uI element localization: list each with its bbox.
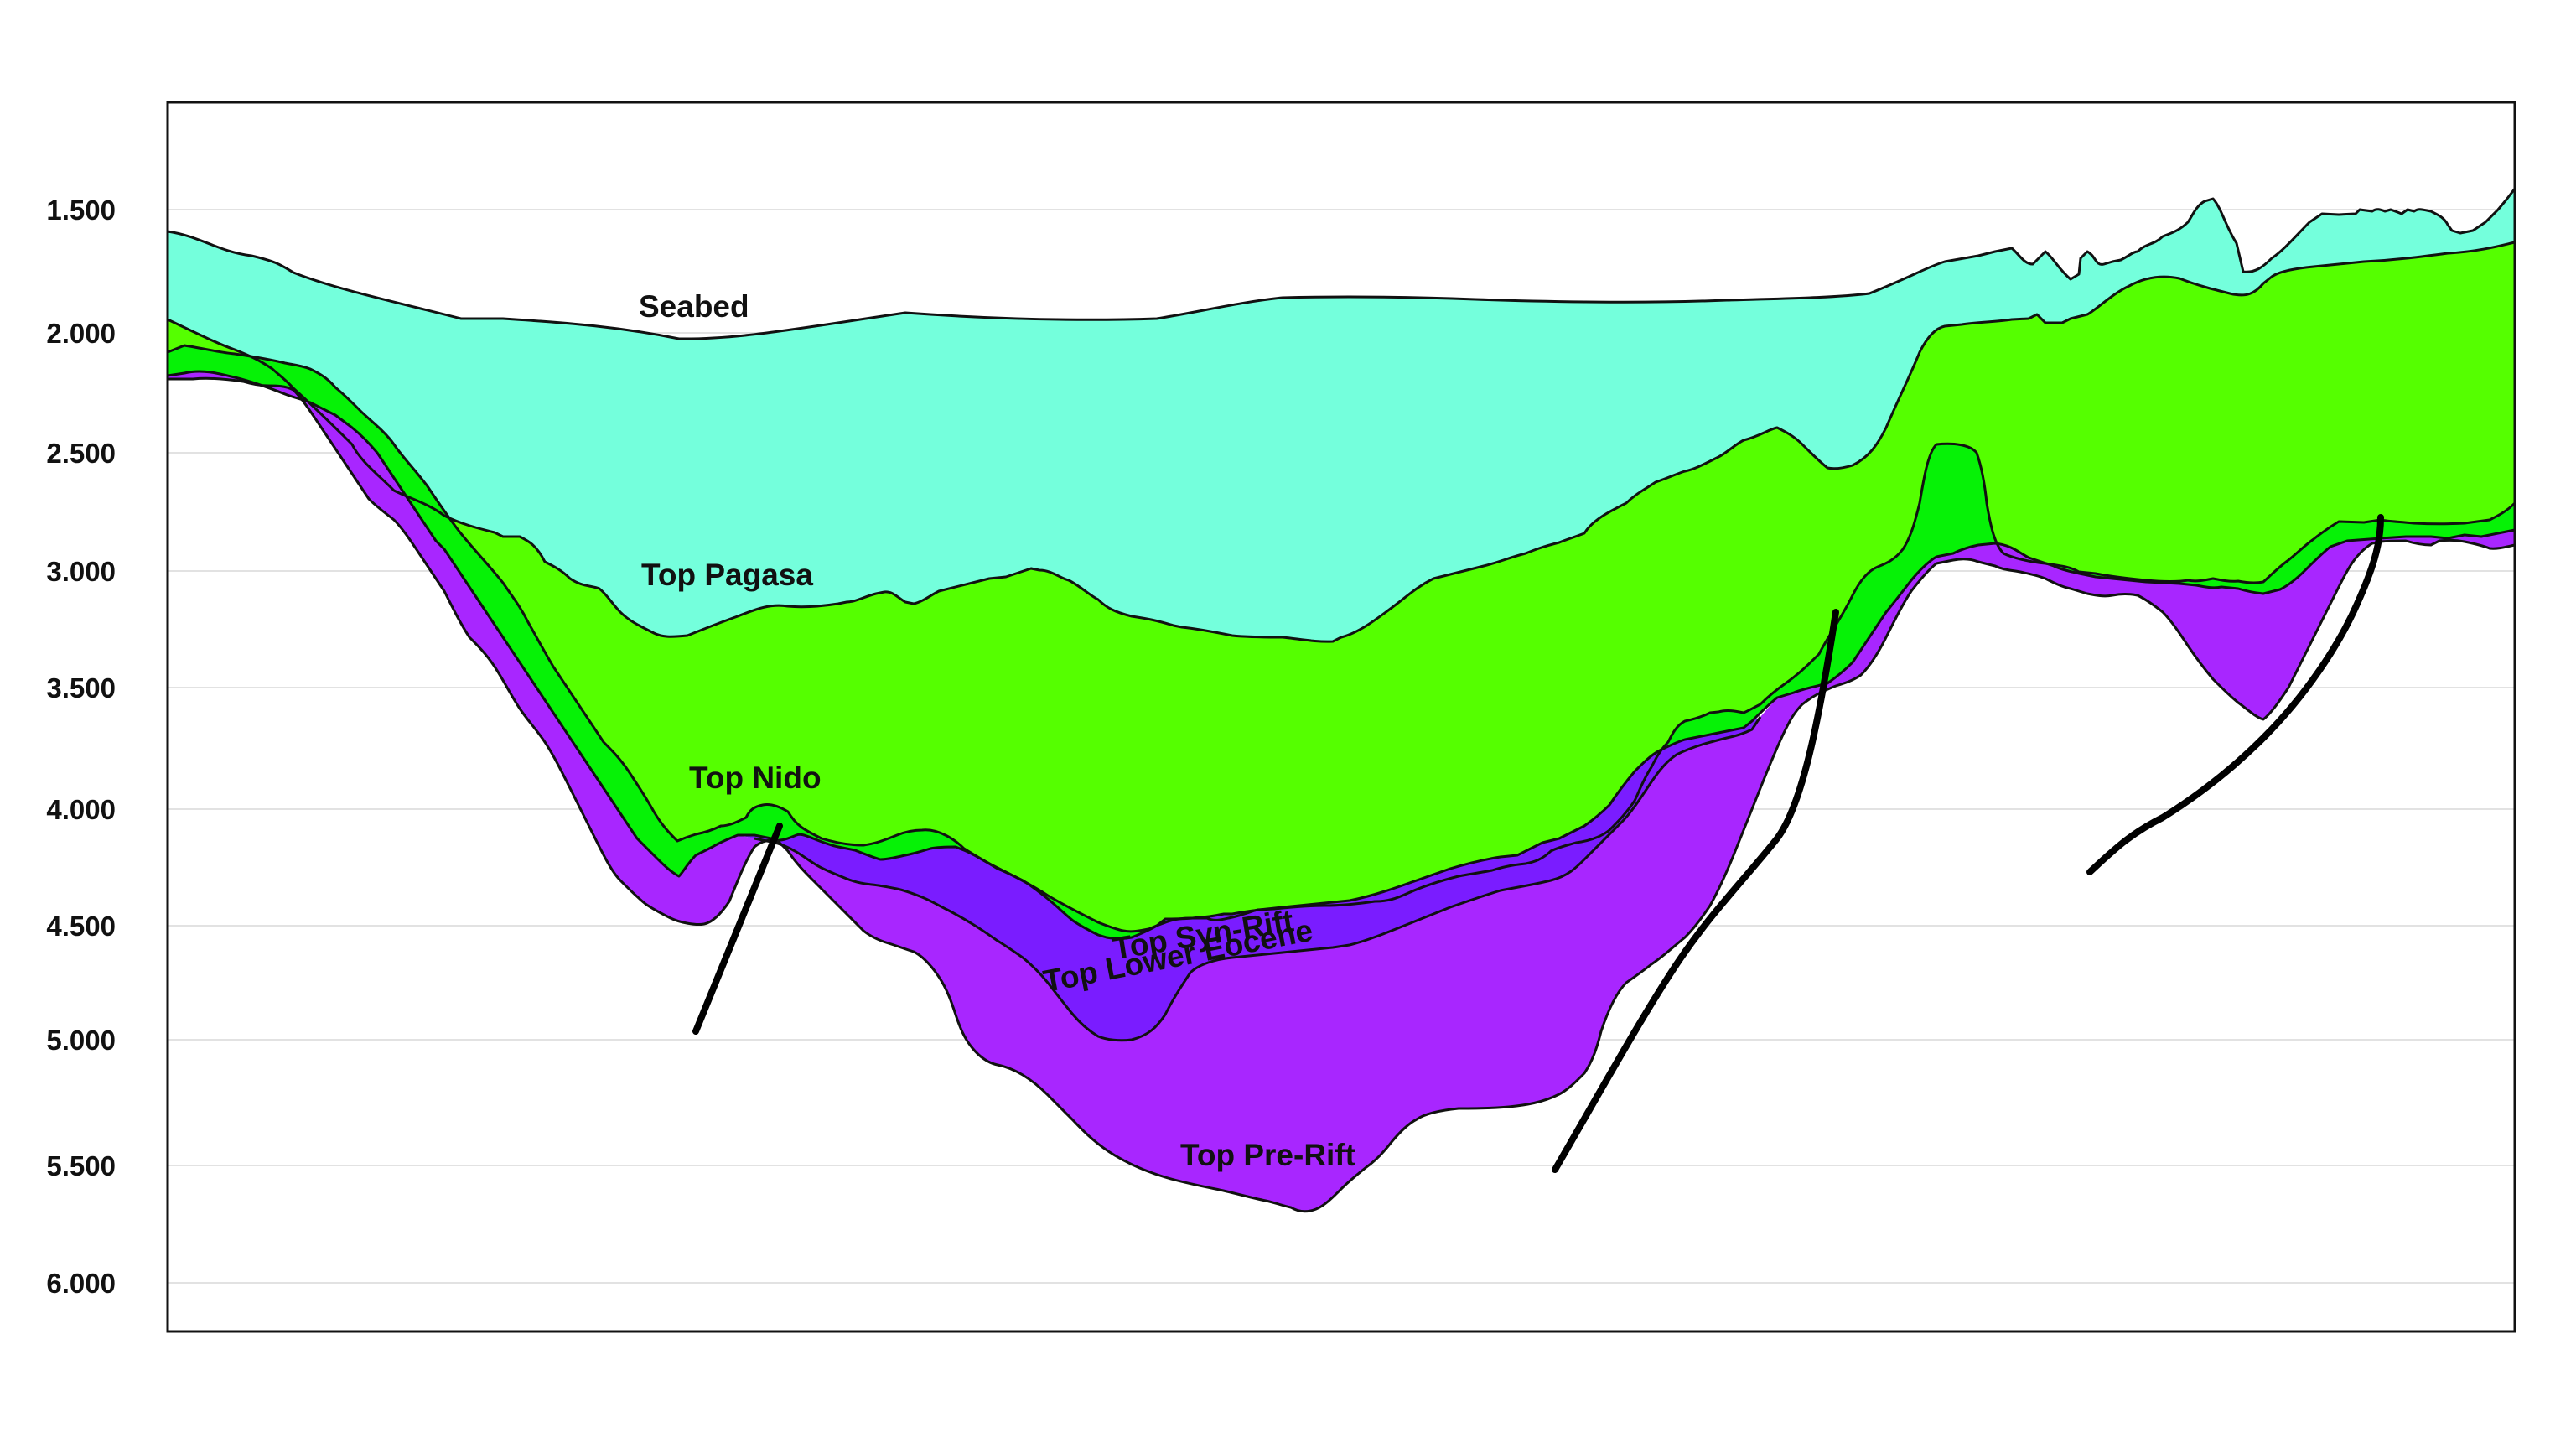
tick-label: 5.500: [46, 1150, 116, 1181]
tick-label: 1.500: [46, 195, 116, 226]
tick-label: 4.500: [46, 911, 116, 942]
tick-label: 2.500: [46, 438, 116, 469]
label-seabed: Seabed: [639, 289, 749, 324]
depth-axis: 1.500 2.000 2.500 3.000 3.500 4.000 4.50…: [46, 195, 116, 1299]
top-pagasa-line: [167, 241, 2516, 643]
fault-2: [1552, 609, 1839, 1173]
faults: [692, 514, 2384, 1173]
nido-layer: [168, 345, 2515, 939]
tick-label: 3.000: [46, 556, 116, 587]
label-top-nido: Top Nido: [689, 761, 822, 795]
tick-label: 4.000: [46, 794, 116, 825]
pagasa-layer: [168, 242, 2515, 932]
label-top-pagasa: Top Pagasa: [641, 558, 813, 592]
fault-1: [692, 823, 783, 1035]
top-syn-rift-line: [167, 370, 2516, 940]
label-top-pre-rift: Top Pre-Rift: [1180, 1138, 1355, 1172]
tick-label: 3.500: [46, 672, 116, 703]
top-lower-eocene-line: [754, 716, 1762, 1042]
pre-rift-layer: [168, 371, 2515, 1212]
tick-label: 5.000: [46, 1025, 116, 1056]
horizon-lines: [167, 188, 2516, 1213]
tick-label: 6.000: [46, 1268, 116, 1299]
top-pre-rift-line: [168, 376, 2516, 1213]
water-layer: [168, 189, 2515, 642]
seabed-line: [167, 188, 2516, 340]
plot-frame: [166, 101, 2516, 1333]
tick-label: 2.000: [46, 318, 116, 349]
fault-3: [2086, 514, 2384, 875]
